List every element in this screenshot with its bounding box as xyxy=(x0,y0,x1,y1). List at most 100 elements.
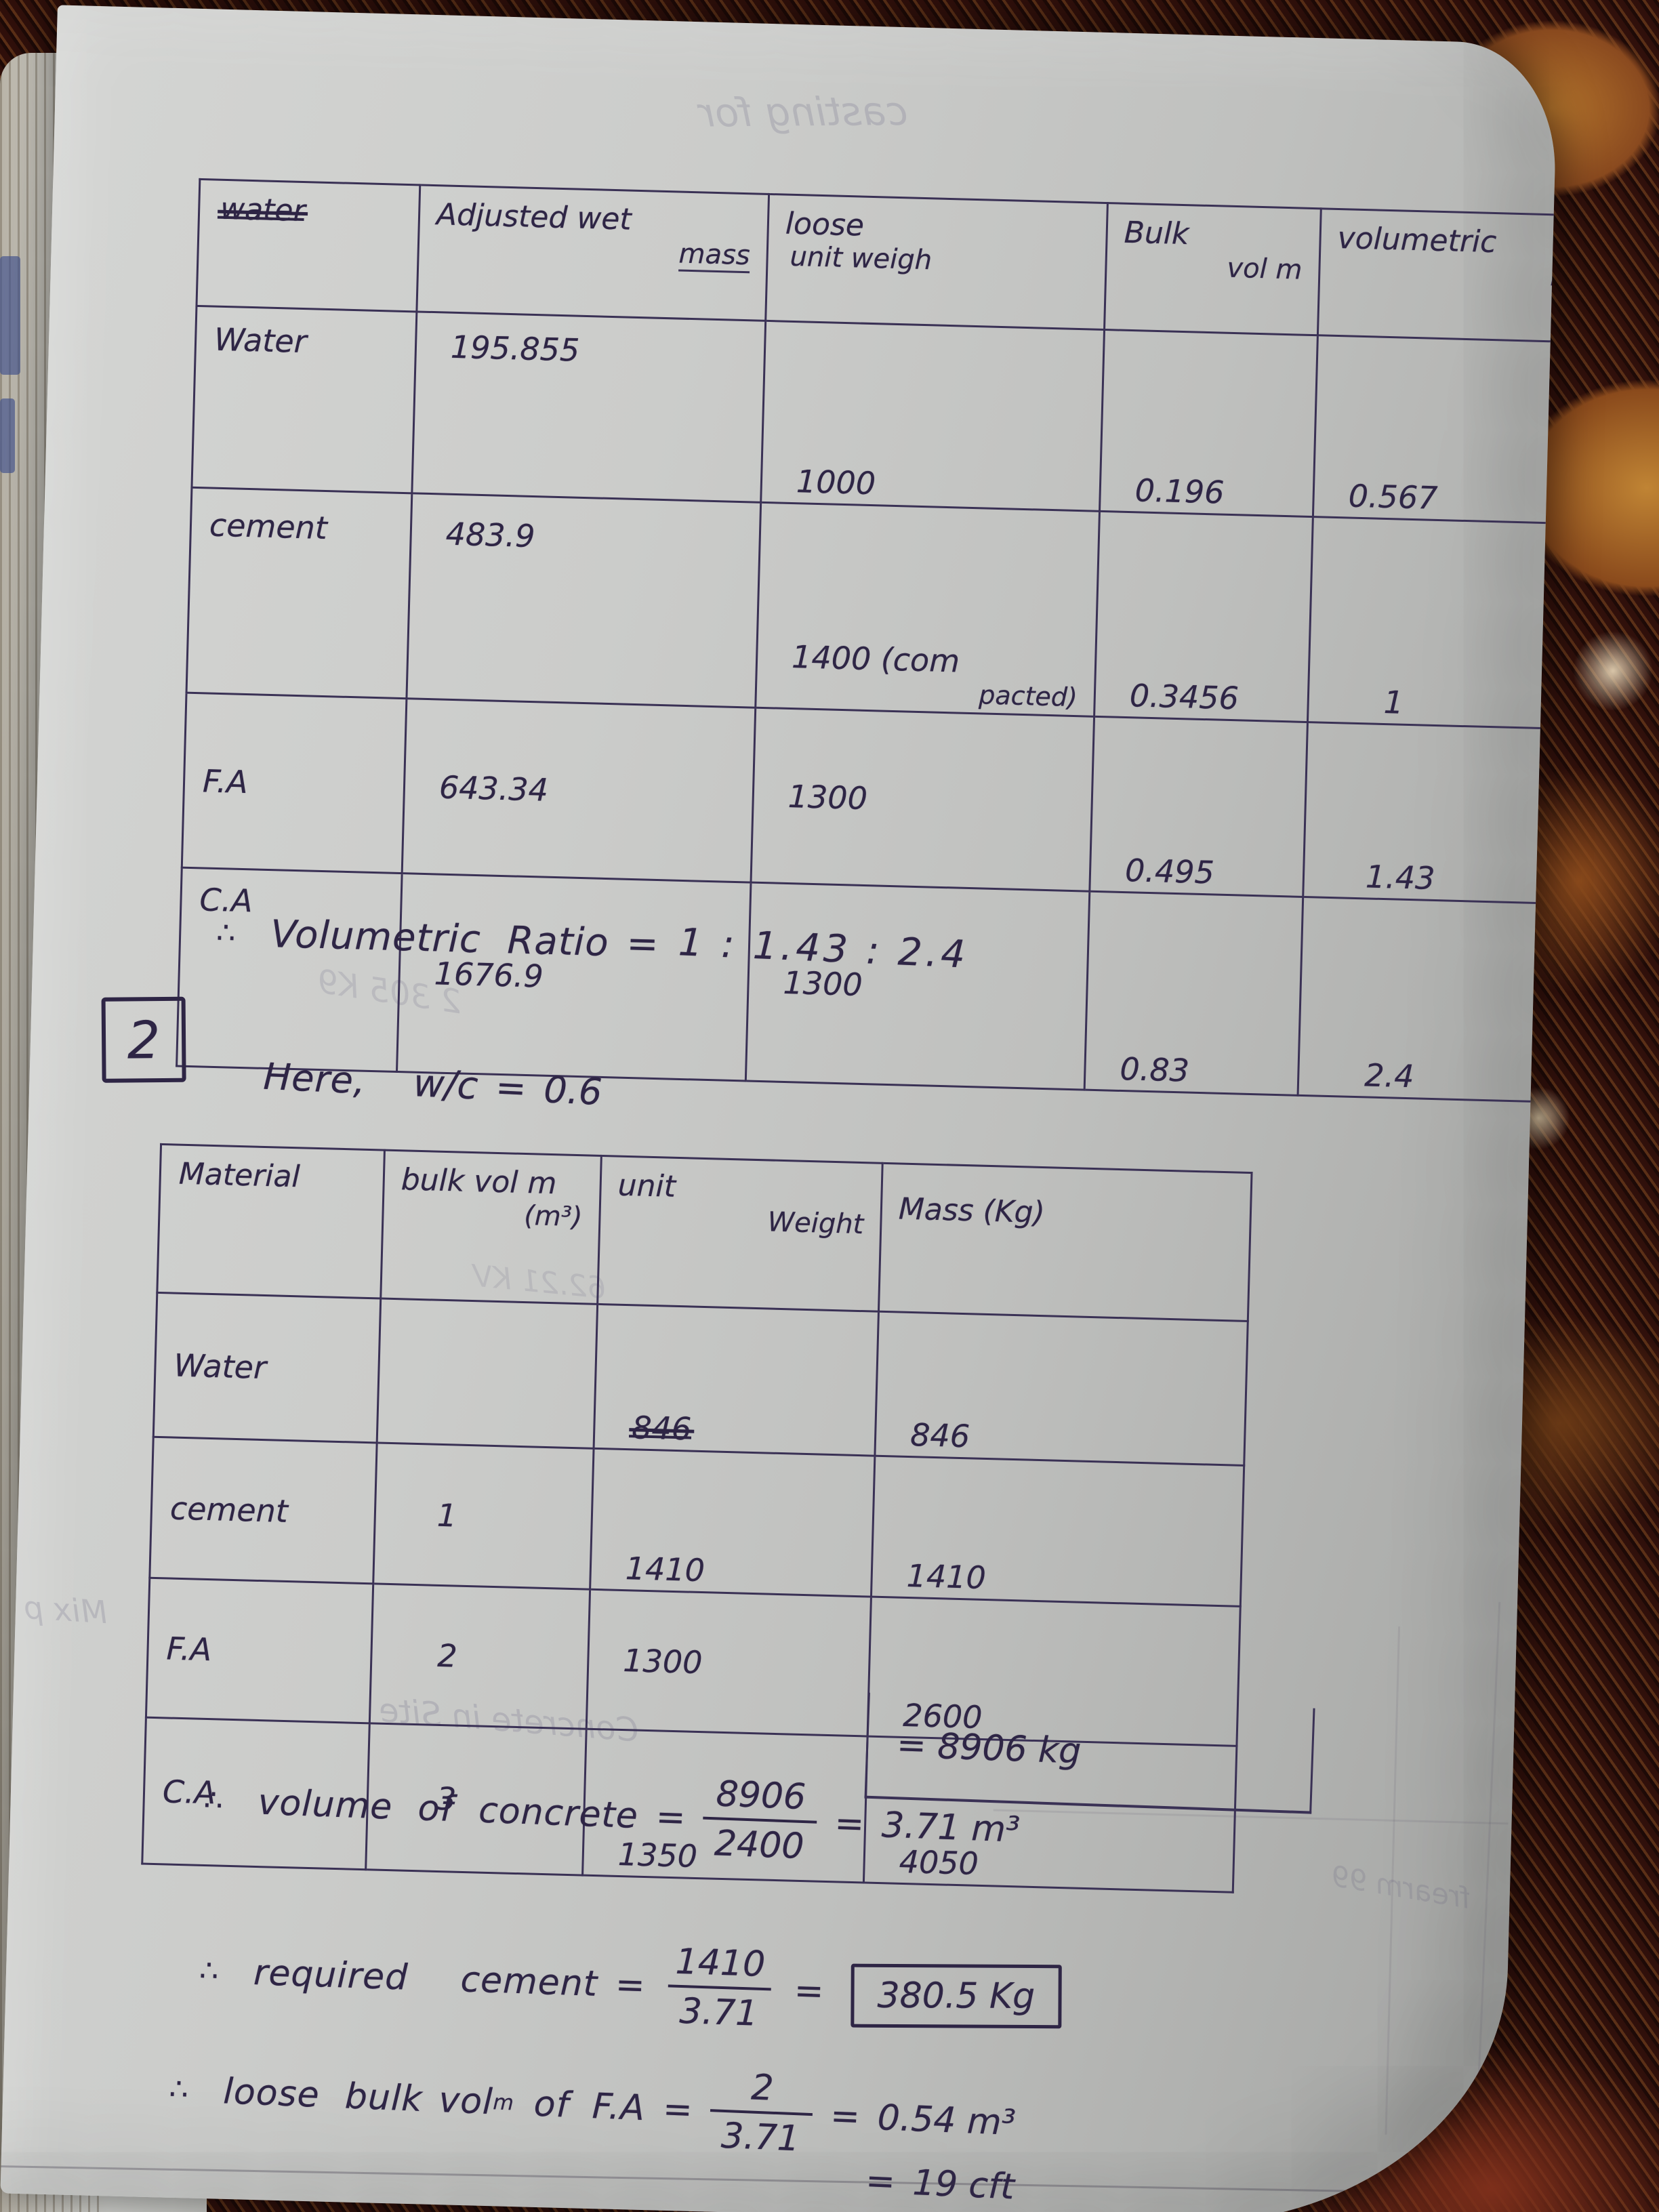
t2-row-water: Water 846 846 xyxy=(153,1292,1248,1466)
equals-sign: = xyxy=(615,1964,646,2006)
therefore-symbol: ∴ xyxy=(199,1953,224,1989)
t1-fa-bulk-vol: 0.495 xyxy=(1089,716,1308,897)
t1-header-adjusted-line1: Adjusted wet xyxy=(436,197,632,237)
fa-label: F.A xyxy=(591,2085,647,2129)
fraction-denominator: 2400 xyxy=(701,1816,817,1867)
t1-water-unit-weight: 1000 xyxy=(760,321,1105,512)
t1-header-loose-unit-weight: loose unit weigh xyxy=(765,194,1108,330)
vol-superscript-m: m xyxy=(492,2089,514,2116)
t1-header-loose-line2: unit weigh xyxy=(790,241,933,276)
ghost-text: frearm 99 xyxy=(1328,1859,1474,1916)
required-cement-result-box: 380.5 Kg xyxy=(851,1963,1062,2028)
equals-sign: = xyxy=(661,2088,693,2131)
t1-fa-unit-weight: 1300 xyxy=(750,708,1094,892)
problem-number: 2 xyxy=(127,1009,161,1070)
t1-header-bulk-vol: Bulk vol m xyxy=(1104,203,1322,335)
equals-sign: = xyxy=(494,1065,528,1110)
ghost-text: casting for xyxy=(698,87,908,136)
required-cement-label: required cement xyxy=(253,1952,599,2005)
equals-sign: = xyxy=(834,1803,865,1845)
t1-ca-ratio: 2.4 xyxy=(1298,897,1559,1104)
t1-fa-material: F.A xyxy=(182,693,407,874)
t1-cement-uw-line2: pacted) xyxy=(978,680,1078,713)
t2-header-material: Material xyxy=(157,1144,385,1299)
t2-header-bulk-line1: bulk vol m xyxy=(401,1162,557,1202)
t1-header-ratio-line1: volumetric xyxy=(1337,220,1498,260)
t1-fa-adjusted-mass: 643.34 xyxy=(402,698,756,883)
t1-water-adjusted-mass: 195.855 xyxy=(411,311,766,503)
t2-header-bulk-vol: bulk vol m (m³) xyxy=(380,1150,602,1305)
fraction-denominator: 3.71 xyxy=(666,1984,771,2034)
t2-header-unit-line2: Weight xyxy=(767,1206,864,1241)
t1-fa-ratio: 1.43 xyxy=(1303,722,1559,905)
therefore-symbol: ∴ xyxy=(216,915,240,951)
t2-water-mass: 846 xyxy=(874,1311,1248,1466)
notebook-page: casting for 2 305 K9 62.21 KV Concrete i… xyxy=(0,5,1559,2212)
t1-cement-bulk-vol: 0.3456 xyxy=(1094,511,1313,722)
fraction-denominator: 3.71 xyxy=(708,2108,813,2159)
page-content: casting for 2 305 K9 62.21 KV Concrete i… xyxy=(0,5,1559,2212)
t1-row-cement: cement 483.9 1400 (com pacted) 0.3456 1 xyxy=(186,487,1559,731)
t2-header-mass: Mass (Kg) xyxy=(878,1163,1252,1322)
t1-water-material: Water xyxy=(191,306,417,493)
t2-header-bulk-line2: (m³) xyxy=(523,1200,583,1233)
t2-header-unit-weight: unit Weight xyxy=(597,1155,883,1312)
t2-cement-mass: 1410 xyxy=(871,1456,1244,1607)
blue-ink-mark xyxy=(0,256,20,375)
t2-cement-unit-weight: 1410 xyxy=(590,1448,875,1597)
t1-header-bulk-line1: Bulk xyxy=(1124,215,1190,252)
t2-header-unit-line1: unit xyxy=(617,1168,676,1204)
t1-header-volumetric-ratio: volumetric Ratio xyxy=(1317,208,1559,344)
t1-header-loose-line1: loose xyxy=(785,206,865,243)
here-label: Here, xyxy=(262,1054,367,1103)
t1-cement-ratio: 1 xyxy=(1307,516,1559,731)
t1-header-adjusted-wet-mass: Adjusted wet mass xyxy=(416,184,769,321)
fraction-numerator: 1410 xyxy=(674,1941,766,1986)
volume-result: 3.71 m³ xyxy=(881,1804,1021,1851)
t1-water-bulk-vol: 0.196 xyxy=(1099,329,1318,517)
t2-fa-material: F.A xyxy=(146,1578,373,1723)
equals-sign: = xyxy=(626,921,659,967)
t2-fa-unit-weight: 1300 xyxy=(586,1589,872,1737)
wc-expression: w/c xyxy=(412,1061,479,1109)
loose-bulk-volume-line: ∴ loose bulk vol m of F.A = 2 3.71 = 0.54… xyxy=(167,2046,1017,2166)
t2-cement-bulk-vol: 1 xyxy=(373,1442,594,1590)
t1-header-material: water xyxy=(196,179,420,312)
loose-bulk-label: loose bulk xyxy=(222,2070,424,2120)
ratio-label: Volumetric Ratio xyxy=(270,912,610,966)
cement-fraction: 1410 3.71 xyxy=(661,1941,778,2034)
equals-sign: = xyxy=(655,1796,687,1839)
t1-header-mass-label: mass xyxy=(678,238,751,274)
struck-846-value: 846 xyxy=(628,1409,695,1448)
volume-fraction: 8906 2400 xyxy=(701,1774,819,1867)
t1-cement-material: cement xyxy=(186,487,412,699)
equals-sign: = xyxy=(830,2095,861,2137)
t2-fa-bulk-vol: 2 xyxy=(369,1583,590,1729)
t1-header-ratio-line2: Ratio xyxy=(1550,261,1559,294)
t1-ca-adjusted-mass: 1676.9 xyxy=(396,873,751,1082)
t2-cement-material: cement xyxy=(149,1437,377,1584)
struck-water-label: water xyxy=(217,191,309,229)
total-mass-value: = 8906 kg xyxy=(896,1725,1082,1772)
t1-cement-adjusted-mass: 483.9 xyxy=(406,493,761,708)
t1-ca-unit-weight: 1300 xyxy=(745,882,1090,1090)
t1-cement-uw-line1: 1400 (com xyxy=(791,638,960,680)
fraction-numerator: 8906 xyxy=(715,1774,807,1818)
volume-label: volume of concrete xyxy=(257,1782,640,1837)
fraction-numerator: 2 xyxy=(750,2067,775,2109)
of-label: of xyxy=(533,2083,571,2126)
fa-fraction: 2 3.71 xyxy=(708,2067,815,2159)
page-fold-line xyxy=(0,2165,1549,2196)
t2-water-bulk-vol xyxy=(377,1298,598,1449)
ghost-table-line xyxy=(1474,1601,1501,2158)
equals-sign: = xyxy=(793,1970,825,2012)
t1-ca-material: C.A xyxy=(176,867,403,1072)
blue-ink-mark xyxy=(0,398,15,473)
therefore-symbol: ∴ xyxy=(203,1782,228,1818)
t2-water-unit-weight: 846 xyxy=(594,1304,879,1456)
t1-ca-bulk-vol: 0.83 xyxy=(1084,891,1303,1096)
therefore-symbol: ∴ xyxy=(168,2072,193,2108)
t1-header-bulk-line2: vol m xyxy=(1226,252,1303,286)
t1-water-ratio: 0.567 xyxy=(1313,335,1559,525)
